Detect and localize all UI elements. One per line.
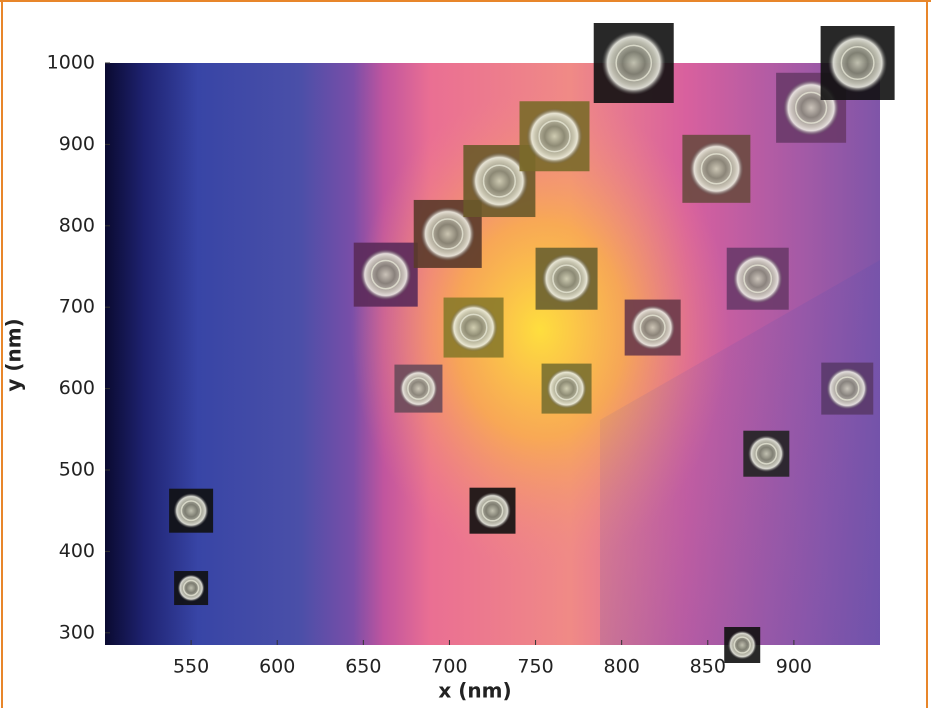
y-tick-label: 700 [59,296,95,318]
thumbnail [743,431,789,477]
x-tick-label: 800 [604,656,640,678]
thumbnail [174,571,208,605]
thumbnail [594,23,674,103]
thumbnail-disc [360,249,411,300]
x-tick-label: 550 [173,656,209,678]
thumbnail [625,300,681,356]
y-tick-label: 600 [59,377,95,399]
y-tick-label: 800 [59,214,95,236]
thumbnail-disc [828,33,887,92]
thumbnail [727,248,789,310]
thumbnail-disc [689,142,743,196]
thumbnail-disc [399,369,437,407]
thumbnail-disc [728,631,757,660]
thumbnail-disc [178,574,205,601]
thumbnail-disc [542,254,592,304]
thumbnail [444,298,504,358]
y-tick-label: 900 [59,133,95,155]
x-tick-label: 900 [776,656,812,678]
thumbnail [354,243,418,307]
x-axis-title: x (nm) [438,679,511,703]
thumbnail-disc [733,254,783,304]
thumbnail-disc [630,305,675,350]
thumbnail-disc [527,108,583,164]
x-tick-label: 850 [690,656,726,678]
thumbnail [536,248,598,310]
x-tick-label: 650 [345,656,381,678]
thumbnail [520,101,590,171]
thumbnail [394,365,442,413]
y-tick-label: 300 [59,621,95,643]
x-tick-label: 750 [517,656,553,678]
thumbnail [542,364,592,414]
thumbnail [682,135,750,203]
thumbnail-disc [602,31,666,95]
thumbnail [821,363,873,415]
y-tick-label: 1000 [47,52,95,74]
y-tick-label: 400 [59,540,95,562]
y-tick-label: 500 [59,458,95,480]
thumbnail [169,489,213,533]
thumbnail [724,627,760,663]
thumbnail-disc [826,368,868,410]
chart: x (nm) y (nm) 550 600 650 700 750 800 850 900 30… [0,0,931,708]
thumbnail-disc [547,369,587,409]
thumbnail-disc [450,304,498,352]
x-tick-label: 700 [431,656,467,678]
thumbnail [470,488,516,534]
x-tick-label: 600 [259,656,295,678]
thumbnail [821,26,895,100]
thumbnail-disc [174,493,209,528]
y-axis-title: y (nm) [2,318,26,391]
thumbnail-disc [474,492,511,529]
thumbnail-disc [748,435,785,472]
